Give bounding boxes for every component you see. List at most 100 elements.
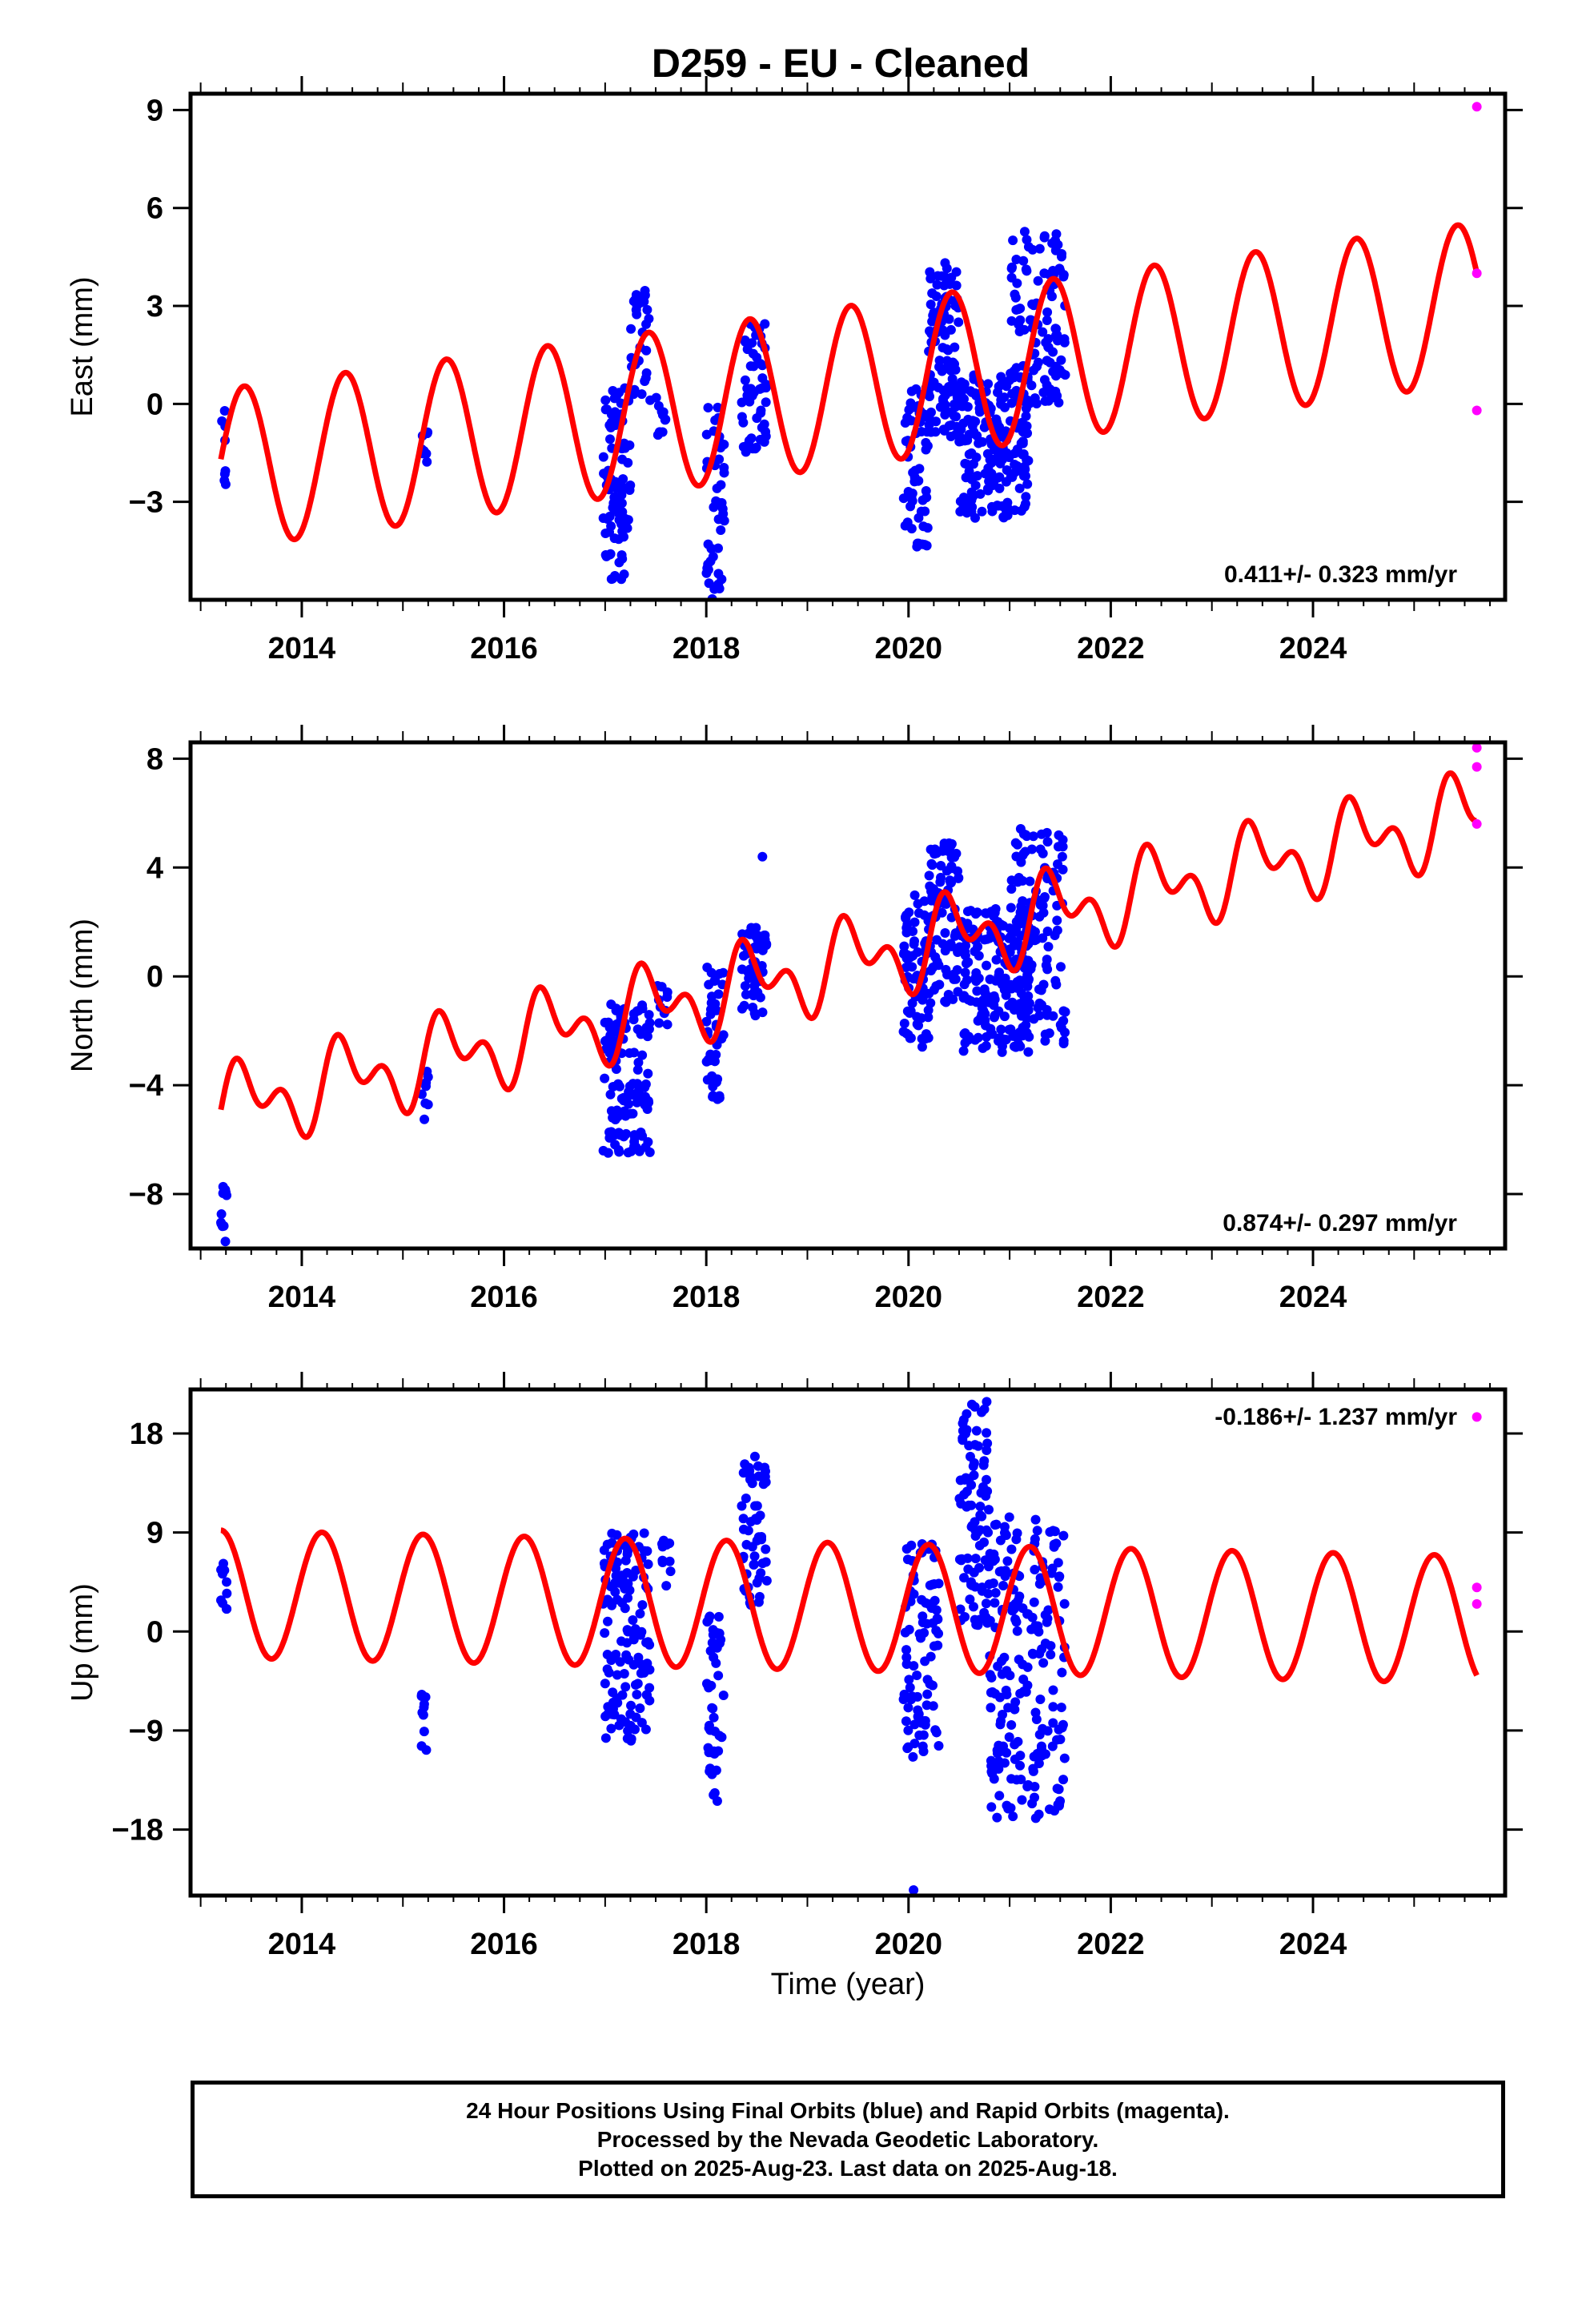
x-tick-label: 2018 bbox=[673, 632, 741, 665]
final-orbit-point bbox=[216, 1209, 227, 1220]
final-orbit-point bbox=[217, 1221, 227, 1232]
final-orbit-point bbox=[611, 1570, 621, 1581]
final-orbit-point bbox=[1058, 834, 1068, 845]
final-orbit-point bbox=[922, 523, 933, 533]
y-tick-label: −8 bbox=[129, 1178, 163, 1212]
final-orbit-point bbox=[1030, 1792, 1040, 1803]
final-orbit-point bbox=[1007, 262, 1018, 272]
final-orbit-point bbox=[912, 1011, 922, 1022]
final-orbit-point bbox=[626, 324, 636, 334]
final-orbit-point bbox=[919, 896, 930, 907]
final-orbit-point bbox=[1011, 254, 1022, 264]
final-orbit-point bbox=[753, 1597, 764, 1607]
final-orbit-point bbox=[707, 1071, 717, 1081]
final-orbit-point bbox=[1058, 1530, 1069, 1541]
final-orbit-point bbox=[707, 1747, 717, 1758]
final-orbit-point bbox=[614, 515, 624, 525]
final-orbit-point bbox=[636, 1127, 646, 1137]
final-orbit-point bbox=[1056, 355, 1066, 365]
final-orbit-point bbox=[622, 1549, 632, 1559]
final-orbit-point bbox=[905, 398, 916, 408]
final-orbit-point bbox=[909, 974, 919, 984]
final-orbit-point bbox=[964, 429, 974, 440]
final-orbit-point bbox=[966, 495, 977, 505]
final-orbit-point bbox=[981, 1598, 991, 1609]
final-orbit-point bbox=[931, 1727, 942, 1738]
final-orbit-point bbox=[717, 574, 727, 585]
final-orbit-point bbox=[1021, 979, 1031, 989]
final-orbit-point bbox=[1053, 1799, 1063, 1810]
final-orbit-point bbox=[636, 1659, 647, 1670]
final-orbit-point bbox=[978, 995, 988, 1006]
north-y-axis-label: North (mm) bbox=[66, 919, 99, 1072]
final-orbit-point bbox=[1047, 238, 1058, 248]
final-orbit-point bbox=[1053, 1582, 1063, 1592]
final-orbit-point bbox=[1053, 842, 1063, 852]
model-fit-curve bbox=[220, 1527, 1480, 1685]
final-orbit-point bbox=[904, 1675, 914, 1685]
final-orbit-point bbox=[903, 1703, 913, 1713]
final-orbit-point bbox=[1005, 1671, 1015, 1681]
final-orbit-point bbox=[901, 1652, 912, 1663]
final-orbit-point bbox=[619, 1668, 629, 1679]
final-orbit-point bbox=[958, 1425, 968, 1436]
final-orbit-point bbox=[420, 1098, 431, 1108]
final-orbit-point bbox=[1048, 1718, 1058, 1728]
final-orbit-point bbox=[970, 1401, 980, 1412]
final-orbit-point bbox=[924, 412, 934, 423]
final-orbit-point bbox=[749, 1451, 760, 1462]
final-orbit-point bbox=[737, 929, 748, 939]
final-orbit-point bbox=[1008, 1811, 1018, 1822]
final-orbit-point bbox=[1028, 831, 1038, 842]
final-orbit-point bbox=[608, 1687, 618, 1698]
final-orbit-point bbox=[930, 849, 940, 859]
final-orbit-point bbox=[993, 1661, 1003, 1671]
final-orbit-point bbox=[1001, 1685, 1011, 1695]
final-orbit-point bbox=[1058, 1035, 1069, 1046]
final-orbit-point bbox=[707, 991, 717, 1002]
final-orbit-point bbox=[623, 515, 633, 525]
final-orbit-point bbox=[986, 1703, 996, 1713]
final-orbit-point bbox=[959, 1029, 970, 1039]
final-orbit-point bbox=[219, 405, 230, 416]
final-orbit-point bbox=[1021, 1020, 1031, 1031]
final-orbit-point bbox=[752, 413, 762, 424]
final-orbit-point bbox=[600, 1679, 610, 1689]
x-tick-label: 2016 bbox=[470, 1281, 538, 1314]
final-orbit-point bbox=[977, 1582, 987, 1593]
final-orbit-point bbox=[1013, 1595, 1023, 1606]
north-plot-area bbox=[216, 742, 1482, 1247]
final-orbit-point bbox=[977, 436, 987, 447]
up-frame bbox=[188, 1387, 1508, 1898]
y-tick-label: −4 bbox=[129, 1069, 163, 1103]
up-panel: 2014 2016 2018 2020 2022 2024 −18 −9 0 9 18 Up (mm)… bbox=[66, 1372, 1523, 1961]
final-orbit-point bbox=[1044, 1804, 1054, 1815]
final-orbit-point bbox=[994, 1756, 1004, 1767]
final-orbit-point bbox=[953, 866, 963, 876]
final-orbit-point bbox=[419, 1727, 429, 1737]
final-orbit-point bbox=[996, 919, 1006, 930]
final-orbit-point bbox=[982, 1445, 992, 1456]
final-orbit-point bbox=[1016, 1007, 1026, 1018]
final-orbit-point bbox=[615, 1081, 625, 1092]
final-orbit-point bbox=[740, 375, 750, 385]
final-orbit-point bbox=[622, 1568, 632, 1578]
final-orbit-point bbox=[1003, 1803, 1014, 1814]
x-tick-label: 2016 bbox=[470, 1928, 538, 1961]
final-orbit-point bbox=[935, 877, 946, 887]
final-orbit-point bbox=[651, 392, 661, 403]
final-orbit-point bbox=[971, 1425, 982, 1436]
final-orbit-point bbox=[654, 1018, 665, 1028]
final-orbit-point bbox=[1043, 334, 1054, 344]
final-orbit-point bbox=[1021, 1687, 1031, 1697]
final-orbit-point bbox=[920, 1715, 930, 1726]
final-orbit-point bbox=[1054, 365, 1065, 376]
final-orbit-point bbox=[607, 1132, 617, 1142]
final-orbit-point bbox=[955, 423, 966, 433]
final-orbit-point bbox=[614, 1147, 624, 1157]
final-orbit-point bbox=[949, 399, 959, 409]
final-orbit-point bbox=[958, 1046, 969, 1056]
final-orbit-point bbox=[973, 1032, 983, 1043]
final-orbit-point bbox=[709, 1790, 719, 1800]
final-orbit-point bbox=[220, 466, 231, 476]
